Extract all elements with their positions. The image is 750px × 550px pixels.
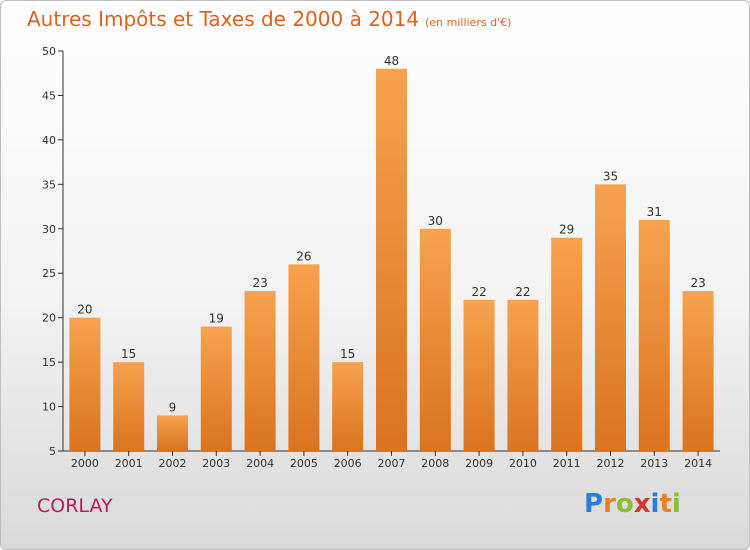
logo-letter: t	[659, 489, 672, 519]
x-tick-label: 2007	[378, 457, 406, 470]
x-tick-label: 2014	[684, 457, 712, 470]
x-tick-label: 2012	[597, 457, 625, 470]
data-label: 23	[690, 276, 705, 290]
data-label: 15	[121, 347, 136, 361]
bar	[595, 184, 626, 452]
bar	[551, 237, 583, 451]
proxiti-logo[interactable]: Proxiti	[584, 489, 681, 519]
y-tick-label: 35	[42, 178, 56, 191]
data-label: 30	[428, 214, 443, 228]
data-label: 31	[647, 205, 662, 219]
chart-title-text: Autres Impôts et Taxes de 2000 à 2014	[27, 7, 420, 31]
bar	[288, 264, 320, 451]
x-tick-label: 2005	[290, 457, 318, 470]
data-label: 29	[559, 223, 574, 237]
bar	[244, 291, 276, 451]
bar	[507, 299, 539, 451]
y-tick-label: 25	[42, 267, 56, 280]
x-tick-label: 2011	[553, 457, 581, 470]
commune-name: CORLAY	[37, 495, 113, 517]
bar	[682, 291, 714, 451]
data-label: 48	[384, 54, 399, 68]
logo-letter: i	[671, 489, 681, 519]
data-label: 9	[169, 400, 177, 414]
x-tick-label: 2003	[202, 457, 230, 470]
y-tick-label: 5	[49, 445, 56, 458]
bar	[638, 219, 670, 451]
data-label: 19	[209, 312, 224, 326]
y-tick-label: 45	[42, 89, 56, 102]
data-label: 15	[340, 347, 355, 361]
chart-subtitle: (en milliers d'€)	[425, 16, 512, 29]
x-tick-label: 2006	[334, 457, 362, 470]
logo-letter: i	[650, 489, 660, 519]
y-tick-label: 20	[42, 312, 56, 325]
data-label: 22	[515, 285, 530, 299]
x-tick-label: 2004	[246, 457, 274, 470]
bar	[463, 299, 495, 451]
data-label: 23	[252, 276, 267, 290]
bar	[332, 362, 364, 451]
bar	[376, 68, 407, 452]
chart-bars	[69, 68, 714, 452]
y-tick-label: 40	[42, 134, 56, 147]
bar	[113, 362, 145, 451]
bar	[157, 415, 188, 451]
x-tick-label: 2010	[509, 457, 537, 470]
y-tick-label: 15	[42, 356, 56, 369]
y-tick-label: 30	[42, 223, 56, 236]
data-label: 35	[603, 169, 618, 183]
data-label: 20	[77, 303, 92, 317]
x-tick-label: 2009	[465, 457, 493, 470]
data-label: 22	[471, 285, 486, 299]
logo-letter: x	[633, 489, 651, 519]
y-tick-label: 50	[42, 45, 56, 58]
data-label: 26	[296, 249, 311, 263]
logo-letter: r	[603, 489, 616, 519]
x-tick-label: 2008	[421, 457, 449, 470]
bar	[69, 317, 101, 451]
x-tick-label: 2013	[640, 457, 668, 470]
chart-title: Autres Impôts et Taxes de 2000 à 2014 (en…	[27, 7, 511, 31]
chart-labels: 2000 20 2001 15 2002 9 2003 19 2004 23 2005 26 2006 1…	[71, 54, 712, 470]
logo-letter: o	[615, 489, 634, 519]
bar	[419, 228, 451, 451]
y-tick-label: 10	[42, 401, 56, 414]
logo-letter: P	[584, 489, 604, 519]
x-tick-label: 2001	[115, 457, 143, 470]
x-tick-label: 2000	[71, 457, 99, 470]
x-tick-label: 2002	[159, 457, 187, 470]
bar	[200, 326, 232, 451]
